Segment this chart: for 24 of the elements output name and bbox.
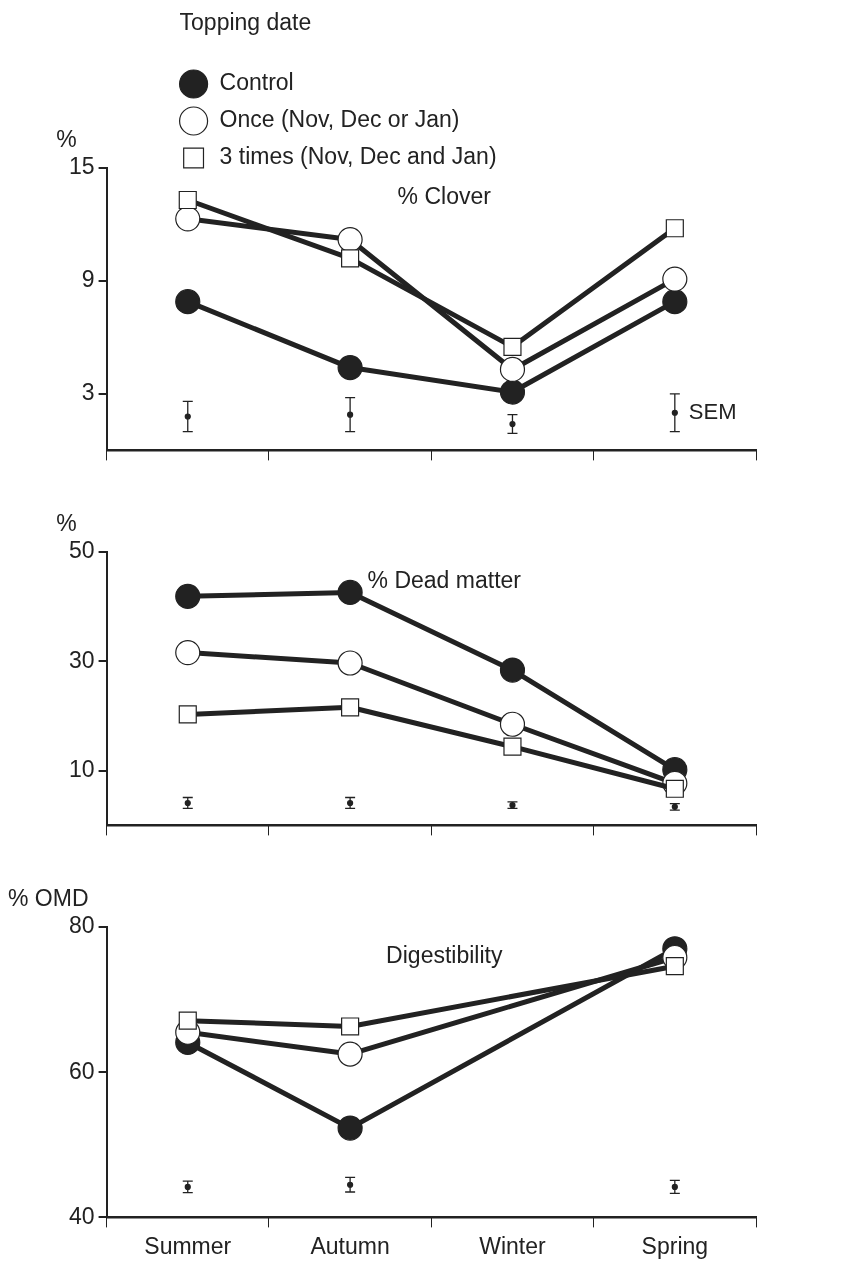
- y-axis-title: % OMD: [8, 884, 89, 911]
- y-tick-label: 60: [68, 1057, 95, 1084]
- y-tick-label: 80: [68, 912, 95, 939]
- y-tick-label: 30: [68, 646, 95, 673]
- y-tick-label: 9: [81, 266, 95, 293]
- x-tick-label: Winter: [479, 1232, 547, 1259]
- x-tick-label: Spring: [641, 1232, 709, 1259]
- legend-label: Control: [219, 69, 294, 96]
- y-axis-title: %: [56, 125, 77, 152]
- legend-label: Once (Nov, Dec or Jan): [219, 106, 460, 133]
- y-tick-label: 40: [68, 1202, 95, 1229]
- y-axis-title: %: [56, 509, 77, 536]
- y-tick-label: 50: [68, 537, 95, 564]
- y-tick-label: 15: [68, 153, 95, 180]
- legend-label: 3 times (Nov, Dec and Jan): [219, 143, 497, 170]
- x-tick-label: Autumn: [310, 1232, 390, 1259]
- text: % Dead matter: [367, 566, 522, 593]
- legend-title: Topping date: [179, 9, 312, 36]
- y-tick-label: 10: [68, 756, 95, 783]
- y-tick-label: 3: [81, 379, 95, 406]
- text: Digestibility: [386, 941, 503, 968]
- text: SEM: [688, 398, 737, 424]
- x-tick-label: Summer: [144, 1232, 232, 1259]
- text: % Clover: [397, 182, 492, 209]
